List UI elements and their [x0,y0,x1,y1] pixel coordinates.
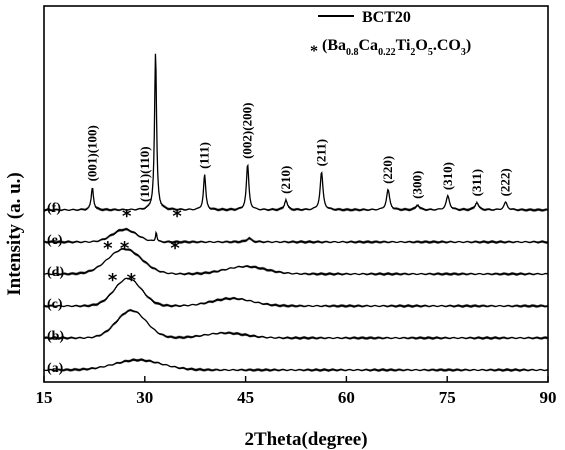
x-axis-ticks: 15 30 45 60 75 90 [36,376,557,407]
peak-label: (101)(110) [137,146,152,202]
x-tick-label: 45 [237,388,254,407]
impurity-star: * [127,270,137,291]
peak-label: (211) [314,139,329,166]
peak-label: (222) [498,168,513,196]
curve-f [43,53,549,213]
peak-label: (220) [380,156,395,184]
curve-label-e: (e) [47,233,63,248]
curve-a [43,357,549,373]
legend-bct20-label: BCT20 [362,9,411,26]
curve-label-d: (d) [47,265,64,280]
curve-label-a: (a) [47,361,64,376]
xrd-curves: (a) (b) (c) (d) (e) (f) [43,53,549,376]
legend-formula: (Ba0.8​Ca0.22​Ti2​O5​.CO3​) [322,37,471,58]
y-axis-title: Intensity (a. u.) [4,172,25,296]
impurity-star: * [170,238,180,259]
impurity-star: * [122,206,132,227]
curve-c [43,277,549,309]
impurity-star: * [120,238,130,259]
x-tick-label: 30 [136,388,153,407]
curve-b [43,308,549,341]
peak-label: (001)(100) [84,125,99,181]
x-tick-label: 15 [36,388,53,407]
legend-star-symbol: * [310,43,318,60]
x-axis-title: 2Theta(degree) [244,429,367,450]
legend: BCT20 * (Ba0.8​Ca0.22​Ti2​O5​.CO3​) [310,9,471,60]
peak-label: (310) [440,162,455,190]
curve-d [43,247,549,277]
annotations: (001)(100) (101)(110) (111) (002)(200) (210)… [84,103,512,291]
curve-label-f: (f) [47,201,61,216]
x-tick-label: 75 [439,388,456,407]
impurity-star: * [108,270,118,291]
x-tick-label: 60 [338,388,355,407]
plot-frame [43,5,549,383]
peak-label: (002)(200) [240,103,255,159]
x-tick-label: 90 [540,388,557,407]
curve-label-c: (c) [47,297,63,312]
curve-e [43,227,549,245]
peak-label: (111) [197,142,212,169]
peak-label: (300) [410,171,425,199]
curve-label-b: (b) [47,329,64,344]
peak-label: (210) [278,166,293,194]
impurity-star: * [103,238,113,259]
peak-label: (311) [469,169,484,196]
impurity-star: * [172,206,182,227]
